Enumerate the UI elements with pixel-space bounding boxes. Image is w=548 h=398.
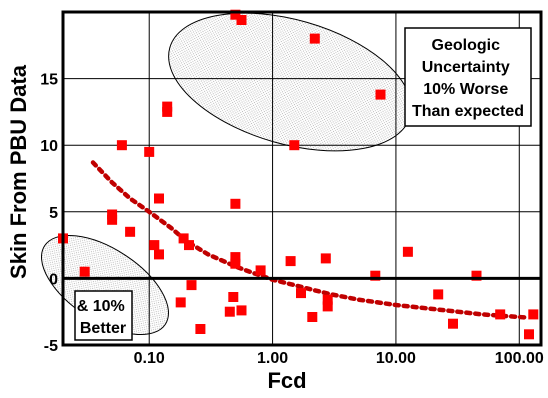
- data-point-28: [296, 288, 306, 299]
- data-point-29: [307, 312, 318, 322]
- data-point-11: [162, 106, 173, 117]
- data-point-5: [125, 226, 136, 237]
- svg-text:& 10% Better: & 10% Better: [77, 298, 129, 337]
- annotation-worse-line-1: Geologic: [432, 37, 501, 54]
- data-point-18: [228, 292, 239, 302]
- data-point-17: [224, 306, 235, 317]
- data-point-30: [309, 33, 320, 44]
- plot-frame: [61, 10, 543, 347]
- y-tick-label-1: 0: [49, 271, 58, 288]
- data-point-6: [144, 146, 155, 157]
- annotation-better-line-2: Better: [80, 320, 126, 337]
- data-point-34: [370, 270, 381, 281]
- y-axis-label: Skin From PBU Data: [6, 64, 31, 279]
- x-tick-label-2: 10.00: [376, 350, 416, 367]
- data-point-39: [471, 270, 482, 281]
- annotation-better-box: [74, 290, 133, 341]
- data-point-42: [528, 309, 539, 320]
- data-point-35: [375, 89, 386, 100]
- data-point-25: [255, 265, 266, 276]
- data-point-13: [178, 233, 189, 244]
- x-tick-label-3: 100.00: [495, 350, 544, 367]
- data-point-41: [524, 329, 534, 340]
- annotation-worse-line-2: Uncertainty: [422, 59, 510, 76]
- points-layer: [58, 9, 539, 340]
- y-tick-label-3: 10: [40, 138, 58, 155]
- svg-text:Geologic Uncertainty: Geologic Uncertainty 10% Worse Than expe…: [412, 37, 524, 120]
- x-ticks: 0.10 1.00 10.00 100.00: [134, 350, 544, 367]
- data-point-1: [79, 266, 90, 277]
- data-point-2: [107, 209, 118, 220]
- data-point-23: [236, 15, 247, 25]
- annotation-worse-line-3: 10% Worse: [423, 81, 508, 98]
- annotation-worse-line-4: Than expected: [412, 103, 524, 120]
- annotation-better: & 10% Better: [74, 290, 133, 341]
- x-tick-label-0: 0.10: [134, 350, 165, 367]
- data-point-24: [236, 305, 247, 316]
- data-point-31: [320, 253, 331, 264]
- x-axis-label: Fcd: [267, 368, 306, 393]
- data-point-26: [285, 256, 296, 267]
- data-point-9: [154, 249, 164, 260]
- data-point-10: [162, 101, 173, 112]
- y-tick-label-0: -5: [44, 338, 58, 355]
- data-point-33: [322, 301, 333, 312]
- annotation-better-line-1: & 10%: [77, 298, 125, 315]
- data-point-3: [107, 214, 118, 225]
- annotation-worse-box: [404, 27, 532, 127]
- y-tick-label-4: 15: [40, 72, 58, 89]
- data-point-27: [289, 140, 300, 151]
- x-tick-label-1: 1.00: [257, 350, 288, 367]
- data-point-40: [495, 309, 506, 320]
- annotation-worse: Geologic Uncertainty 10% Worse Than expe…: [404, 27, 532, 127]
- data-point-7: [149, 240, 160, 251]
- data-point-22: [230, 9, 241, 20]
- data-point-12: [175, 297, 186, 308]
- data-point-38: [448, 318, 458, 329]
- data-point-14: [184, 240, 194, 251]
- data-point-19: [230, 252, 241, 263]
- data-point-20: [230, 258, 241, 269]
- data-point-37: [433, 289, 444, 300]
- data-point-16: [195, 324, 206, 334]
- data-point-8: [154, 193, 164, 204]
- data-point-21: [230, 198, 241, 209]
- y-ticks: -5 0 5 10 15: [40, 72, 58, 355]
- data-point-36: [402, 246, 413, 257]
- data-point-4: [116, 140, 127, 151]
- data-point-32: [322, 294, 333, 305]
- data-point-15: [186, 280, 197, 291]
- y-tick-label-2: 5: [49, 205, 58, 222]
